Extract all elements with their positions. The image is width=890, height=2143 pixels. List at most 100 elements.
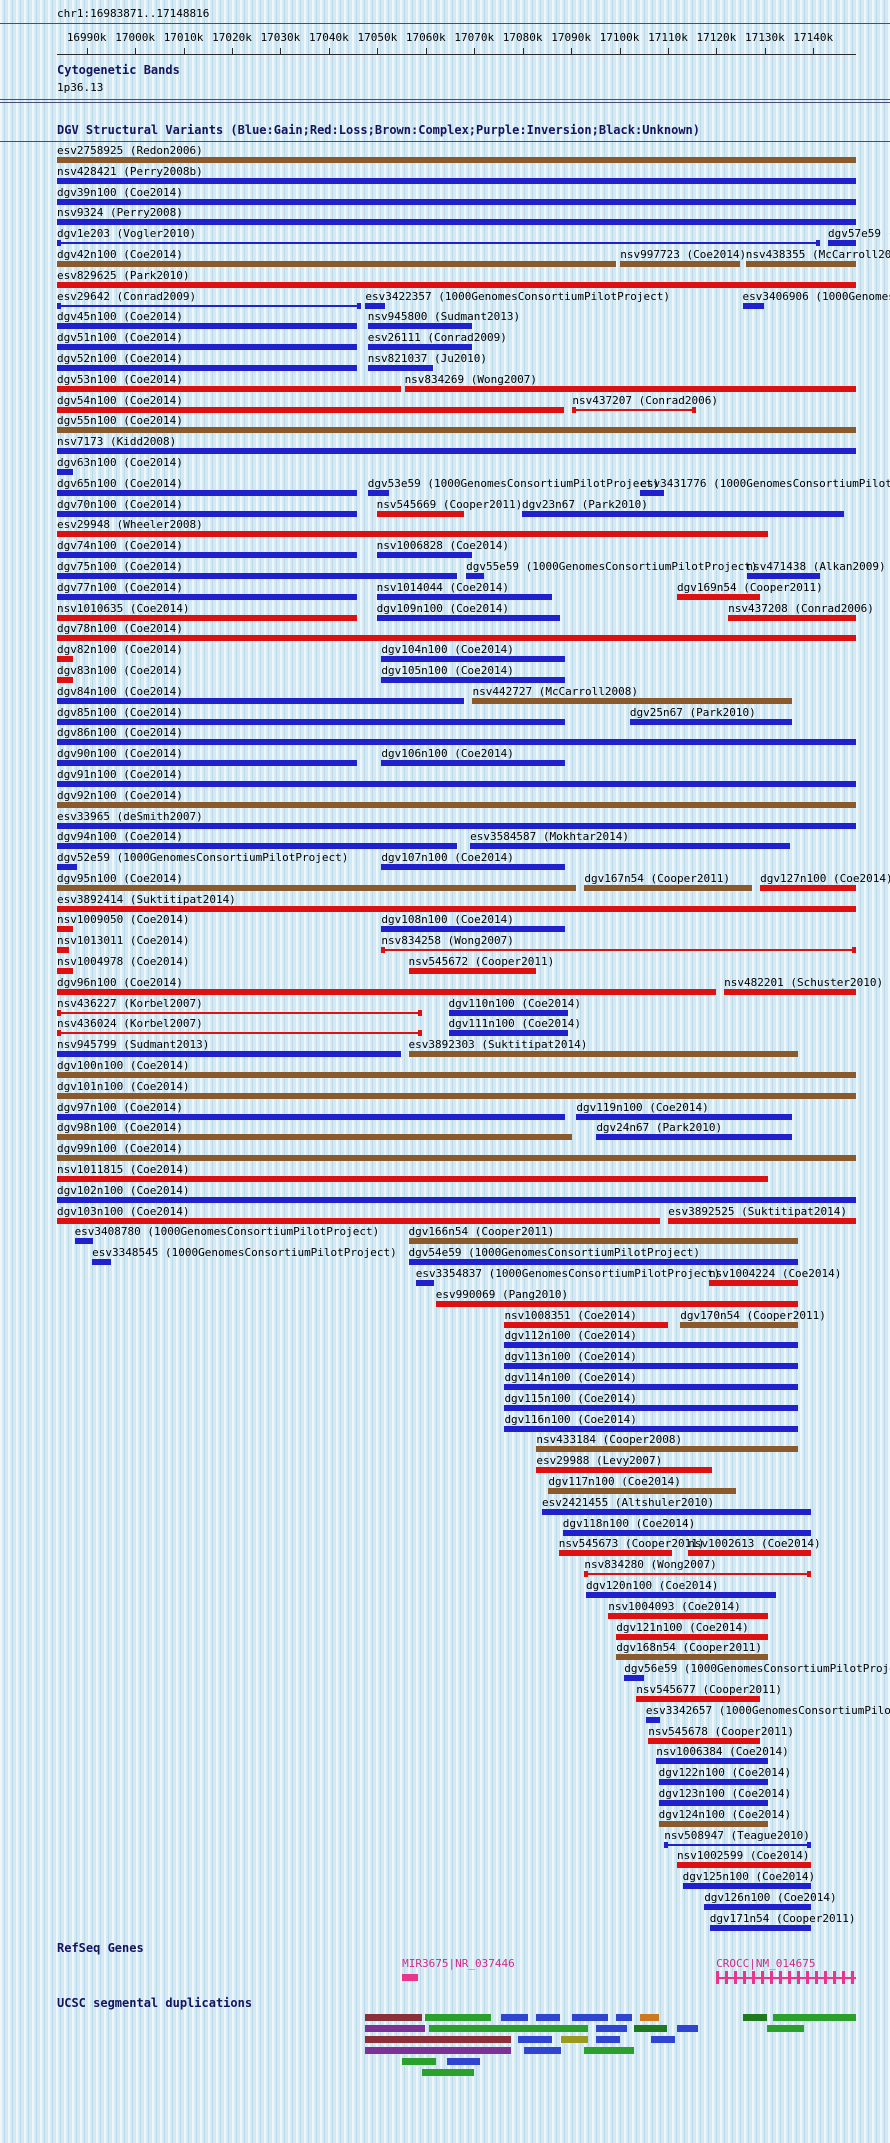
variant-bar[interactable]: [408, 1238, 798, 1245]
variant-label[interactable]: dgv100n100 (Coe2014): [57, 1059, 190, 1073]
variant-label[interactable]: nsv438355 (McCarroll2008): [745, 247, 890, 261]
variant-bar[interactable]: [57, 593, 357, 600]
variant-label[interactable]: dgv96n100 (Coe2014): [57, 975, 183, 989]
variant-bar[interactable]: [704, 1903, 812, 1910]
variant-label[interactable]: dgv105n100 (Coe2014): [381, 663, 514, 677]
variant-bar[interactable]: [57, 739, 856, 746]
variant-label[interactable]: dgv55n100 (Coe2014): [57, 414, 183, 428]
variant-label[interactable]: dgv78n100 (Coe2014): [57, 622, 183, 636]
variant-bar[interactable]: [57, 240, 821, 247]
variant-label[interactable]: nsv821037 (Ju2010): [367, 351, 488, 365]
variant-bar[interactable]: [367, 364, 433, 371]
segdup-bar[interactable]: [402, 2057, 436, 2065]
variant-label[interactable]: nsv9324 (Perry2008): [57, 206, 183, 220]
segdup-bar[interactable]: [536, 2013, 561, 2021]
variant-label[interactable]: dgv167n54 (Cooper2011): [584, 871, 731, 885]
variant-bar[interactable]: [57, 552, 357, 559]
variant-bar[interactable]: [504, 1321, 669, 1328]
variant-bar[interactable]: [57, 177, 856, 184]
segdup-bar[interactable]: [446, 2057, 480, 2065]
variant-bar[interactable]: [381, 864, 566, 871]
variant-bar[interactable]: [57, 1092, 856, 1099]
variant-label[interactable]: esv26111 (Conrad2009): [367, 331, 507, 345]
variant-label[interactable]: dgv104n100 (Coe2014): [381, 643, 514, 657]
variant-bar[interactable]: [828, 240, 856, 247]
variant-label[interactable]: dgv54n100 (Coe2014): [57, 393, 183, 407]
variant-bar[interactable]: [57, 656, 73, 663]
variant-bar[interactable]: [381, 947, 856, 954]
variant-bar[interactable]: [536, 1446, 798, 1453]
variant-label[interactable]: nsv545677 (Cooper2011): [636, 1682, 782, 1696]
variant-bar[interactable]: [658, 1799, 769, 1806]
variant-label[interactable]: nsv1014044 (Coe2014): [376, 580, 510, 594]
variant-label[interactable]: dgv24n67 (Park2010): [596, 1121, 723, 1135]
variant-bar[interactable]: [376, 552, 473, 559]
variant-label[interactable]: nsv442727 (McCarroll2008): [472, 684, 639, 698]
variant-bar[interactable]: [57, 822, 856, 829]
variant-label[interactable]: nsv545669 (Cooper2011): [376, 497, 523, 511]
variant-label[interactable]: dgv108n100 (Coe2014): [381, 913, 514, 927]
variant-bar[interactable]: [57, 947, 69, 954]
variant-label[interactable]: dgv65n100 (Coe2014): [57, 476, 183, 490]
variant-bar[interactable]: [57, 489, 357, 496]
variant-bar[interactable]: [470, 843, 791, 850]
variant-bar[interactable]: [57, 468, 73, 475]
variant-bar[interactable]: [57, 219, 856, 226]
variant-bar[interactable]: [616, 1633, 769, 1640]
variant-label[interactable]: dgv116n100 (Coe2014): [504, 1412, 637, 1426]
variant-bar[interactable]: [57, 1217, 661, 1224]
variant-bar[interactable]: [504, 1404, 798, 1411]
variant-bar[interactable]: [504, 1425, 798, 1432]
variant-label[interactable]: dgv113n100 (Coe2014): [504, 1350, 637, 1364]
variant-label[interactable]: dgv54e59 (1000GenomesConsortiumPilotProj…: [408, 1246, 700, 1260]
variant-label[interactable]: dgv82n100 (Coe2014): [57, 643, 183, 657]
variant-label[interactable]: nsv437207 (Conrad2006): [572, 393, 719, 407]
variant-bar[interactable]: [536, 1467, 713, 1474]
segdup-bar[interactable]: [429, 2024, 589, 2032]
variant-bar[interactable]: [504, 1384, 798, 1391]
variant-bar[interactable]: [668, 1217, 856, 1224]
variant-bar[interactable]: [709, 1924, 812, 1931]
variant-bar[interactable]: [57, 905, 856, 912]
variant-label[interactable]: nsv436024 (Korbel2007): [57, 1017, 203, 1031]
variant-label[interactable]: nsv1002613 (Coe2014): [688, 1537, 821, 1551]
variant-bar[interactable]: [558, 1550, 673, 1557]
variant-label[interactable]: nsv1013011 (Coe2014): [57, 934, 190, 948]
variant-bar[interactable]: [57, 323, 357, 330]
segdup-bar[interactable]: [518, 2035, 553, 2043]
variant-label[interactable]: esv3422357 (1000GenomesConsortiumPilotPr…: [365, 289, 671, 303]
variant-bar[interactable]: [472, 697, 793, 704]
variant-bar[interactable]: [608, 1612, 769, 1619]
variant-label[interactable]: dgv171n54 (Cooper2011): [709, 1911, 856, 1925]
variant-bar[interactable]: [365, 302, 385, 309]
variant-bar[interactable]: [57, 1113, 566, 1120]
variant-label[interactable]: dgv83n100 (Coe2014): [57, 663, 183, 677]
segdup-bar[interactable]: [365, 2013, 423, 2021]
variant-bar[interactable]: [585, 1591, 777, 1598]
segdup-bar[interactable]: [365, 2024, 426, 2032]
variant-bar[interactable]: [448, 1009, 569, 1016]
variant-label[interactable]: dgv170n54 (Cooper2011): [680, 1308, 826, 1322]
variant-label[interactable]: esv3348545 (1000GenomesConsortiumPilotPr…: [92, 1246, 397, 1260]
variant-label[interactable]: nsv436227 (Korbel2007): [57, 996, 203, 1010]
variant-label[interactable]: nsv545678 (Cooper2011): [648, 1724, 794, 1738]
variant-bar[interactable]: [57, 510, 357, 517]
variant-bar[interactable]: [548, 1488, 737, 1494]
variant-label[interactable]: nsv834258 (Wong2007): [381, 934, 514, 948]
variant-bar[interactable]: [57, 427, 856, 434]
variant-bar[interactable]: [367, 489, 389, 496]
variant-label[interactable]: dgv55e59 (1000GenomesConsortiumPilotProj…: [466, 559, 758, 573]
variant-label[interactable]: dgv112n100 (Coe2014): [504, 1329, 637, 1343]
cytoband-label[interactable]: 1p36.13: [57, 81, 104, 94]
variant-bar[interactable]: [57, 697, 465, 704]
variant-bar[interactable]: [57, 1051, 401, 1058]
variant-bar[interactable]: [367, 323, 473, 330]
variant-bar[interactable]: [616, 1654, 769, 1661]
variant-label[interactable]: nsv433184 (Cooper2008): [536, 1433, 683, 1447]
variant-label[interactable]: esv3892525 (Suktitipat2014): [668, 1204, 848, 1218]
variant-bar[interactable]: [57, 1009, 423, 1016]
variant-bar[interactable]: [620, 260, 741, 267]
segdup-bar[interactable]: [365, 2035, 511, 2043]
variant-label[interactable]: nsv1009050 (Coe2014): [57, 913, 190, 927]
gene-glyph[interactable]: [402, 1973, 419, 1981]
